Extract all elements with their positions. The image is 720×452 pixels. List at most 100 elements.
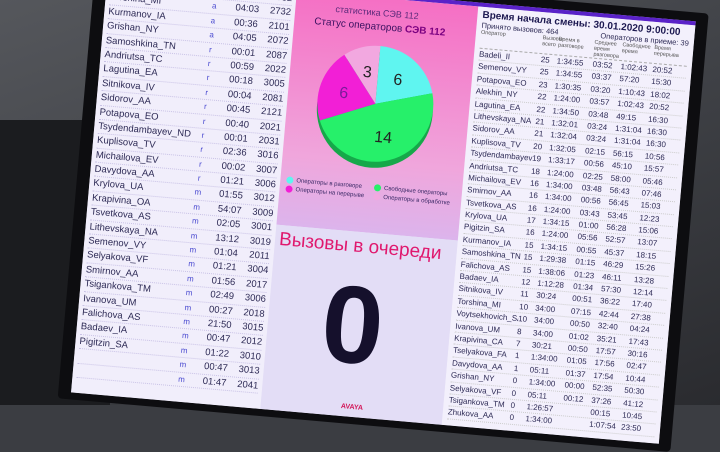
legend-swatch — [286, 176, 294, 184]
table-cell: 01:23 — [573, 269, 595, 281]
status-time: 01:47 — [202, 375, 227, 389]
table-cell: 05:46 — [642, 175, 664, 187]
table-cell: 00:50 — [567, 343, 589, 355]
status-icon: r — [207, 59, 211, 69]
table-cell: 12:14 — [632, 287, 654, 298]
operator-status-list: Pinkina_NYa24:542082Torshina_MIa04:03273… — [71, 0, 297, 409]
legend-swatch — [285, 185, 293, 193]
table-cell: 20:52 — [652, 64, 673, 76]
table-cell: 13:28 — [633, 274, 655, 286]
extension-id: 2011 — [248, 249, 271, 263]
queue-panel: Вызовы в очереди 0 AVAYA — [260, 224, 458, 425]
table-cell: 0 — [509, 413, 515, 423]
table-cell: 00:56 — [583, 158, 605, 170]
table-cell: 16 — [529, 178, 540, 189]
status-icon: r — [208, 44, 213, 54]
table-cell: 03:52 — [592, 59, 613, 71]
slice-label: 3 — [362, 64, 372, 82]
table-cell: 22 — [537, 92, 547, 102]
table-cell: 15 — [524, 240, 534, 250]
table-cell: 1:07:54 — [588, 420, 617, 432]
status-icon: a — [211, 1, 217, 11]
table-cell: 01:15 — [574, 257, 596, 268]
extension-id: 3004 — [246, 263, 269, 277]
status-icon: a — [210, 15, 216, 26]
table-cell: 15:26 — [634, 262, 656, 274]
status-icon: m — [177, 374, 186, 384]
table-cell: 27:38 — [630, 311, 652, 323]
table-cell: 23:50 — [620, 422, 642, 434]
slice-label: 14 — [374, 129, 393, 147]
table-cell: 25 — [539, 67, 550, 78]
table-cell: 03:43 — [579, 207, 601, 219]
status-icon: r — [198, 159, 203, 169]
table-cell — [562, 404, 591, 418]
legend-swatch — [372, 192, 381, 201]
table-cell: 18 — [530, 166, 541, 176]
table-cell: 0 — [510, 400, 516, 411]
table-cell: 11 — [519, 289, 529, 300]
table-cell: 25 — [540, 55, 551, 65]
column-header: Время перерыва — [653, 44, 680, 60]
extension-id: 3005 — [263, 77, 286, 91]
table-cell: 0 — [512, 376, 518, 386]
status-icon: m — [192, 202, 201, 212]
table-cell: 16:30 — [647, 114, 669, 125]
table-cell: 18:15 — [635, 249, 657, 261]
status-icon: r — [206, 73, 210, 83]
table-cell: 8 — [516, 326, 522, 336]
table-cell: 21 — [533, 129, 544, 139]
column-header: Время в разговоре — [557, 36, 584, 51]
status-icon: a — [209, 30, 215, 40]
table-cell: 00:50 — [569, 318, 591, 330]
status-icon: m — [180, 345, 188, 356]
table-cell: 16 — [527, 203, 538, 213]
table-cell: 20 — [532, 141, 543, 152]
extension-id: 3006 — [244, 292, 267, 306]
table-cell: 30:16 — [627, 348, 648, 360]
table-cell: 12:23 — [639, 212, 660, 224]
extension-id: 2081 — [261, 91, 284, 105]
status-icon: r — [199, 145, 204, 155]
table-cell: 02:25 — [582, 170, 604, 182]
extension-id: 3009 — [251, 206, 274, 220]
column-header: Вызовы всего — [541, 35, 563, 49]
table-cell: 01:05 — [566, 355, 588, 367]
status-icon: m — [186, 273, 195, 284]
chart-title-bold: СЭВ 112 — [404, 24, 446, 39]
table-cell: 01:34 — [572, 281, 594, 293]
extension-id: 2121 — [260, 106, 283, 119]
table-cell: 03:57 — [589, 96, 610, 108]
table-body: Badeli_II 25 1:34:55 03:52 1:02:43 20:52 Semen… — [447, 48, 687, 438]
pie-slice — [344, 45, 381, 104]
table-cell: 17:40 — [631, 299, 653, 311]
status-icon: m — [182, 316, 191, 327]
table-cell: 04:24 — [629, 324, 651, 335]
table-cell: 03:48 — [581, 183, 603, 194]
shift-statistics: Время начала смены: 30.01.2020 9:00:00 П… — [441, 6, 696, 444]
extension-id: 2022 — [264, 63, 287, 76]
table-cell: 7 — [515, 338, 521, 349]
status-icon: r — [201, 130, 205, 140]
extension-id: 2101 — [268, 20, 291, 33]
status-icon: m — [185, 288, 193, 298]
table-cell: 15:30 — [650, 77, 672, 88]
table-cell: 18:02 — [649, 89, 671, 101]
table-cell: 0 — [511, 388, 517, 398]
table-cell: 12 — [521, 277, 531, 288]
extension-id: 3013 — [238, 364, 261, 377]
table-cell: 15:57 — [643, 163, 665, 175]
table-cell: 16 — [525, 227, 535, 238]
extension-id: 2012 — [240, 335, 263, 349]
ops-value: 39 — [680, 38, 690, 48]
slice-label: 6 — [393, 72, 403, 90]
extension-id: 2732 — [269, 5, 292, 19]
table-cell: 1 — [514, 351, 520, 361]
pie-slice — [317, 54, 376, 121]
table-cell: 1:34:00 — [525, 414, 553, 426]
table-cell: 00:51 — [571, 294, 593, 305]
table-cell: 02:15 — [584, 146, 606, 157]
extension-id: 3010 — [239, 349, 262, 363]
extension-id: 2087 — [265, 48, 288, 62]
table-cell: 16:30 — [646, 126, 668, 138]
